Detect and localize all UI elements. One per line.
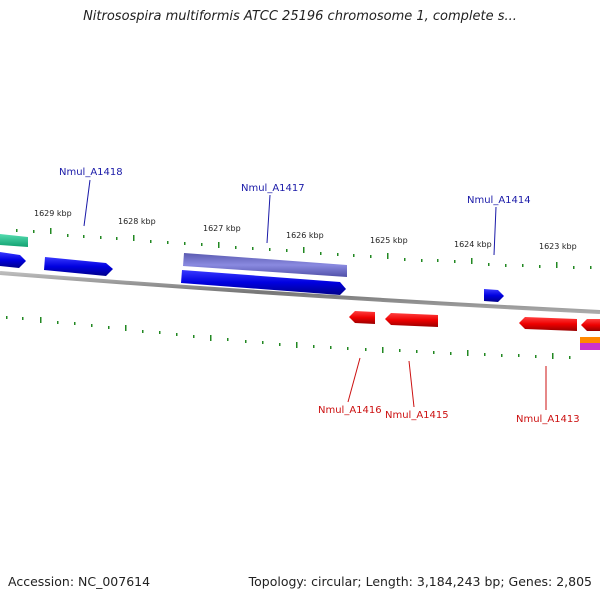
gene-label-nmul-a1418[interactable]: Nmul_A1418: [59, 167, 123, 178]
gene-label-nmul-a1413[interactable]: Nmul_A1413: [516, 414, 580, 425]
gene-arrow-reverse[interactable]: [581, 319, 600, 331]
accession-text: Accession: NC_007614: [8, 574, 151, 589]
tick-label-1624: 1624 kbp: [454, 240, 492, 249]
inner-ticks: [6, 316, 571, 359]
gene-arrow-nmul-a1413[interactable]: [519, 317, 577, 331]
tick-label-1628: 1628 kbp: [118, 217, 156, 226]
tick-label-1629: 1629 kbp: [34, 209, 72, 218]
gene-arrow-nmul-a1415[interactable]: [385, 313, 438, 327]
feature-orange[interactable]: [580, 337, 600, 343]
feature-magenta[interactable]: [580, 343, 600, 350]
label-leaders: [83, 179, 547, 410]
gene-label-nmul-a1415[interactable]: Nmul_A1415: [385, 410, 449, 421]
forward-features: [0, 234, 504, 302]
gene-label-nmul-a1414[interactable]: Nmul_A1414: [467, 195, 531, 206]
gene-arrow-nmul-a1417[interactable]: [181, 270, 346, 295]
reverse-features: [349, 311, 600, 350]
outer-ticks: [16, 228, 592, 269]
gene-arrow-forward[interactable]: [0, 252, 26, 268]
chromosome-backbone: [0, 271, 600, 314]
gene-arrow-nmul-a1416[interactable]: [349, 311, 375, 324]
gene-arrow-forward[interactable]: [44, 257, 113, 276]
tick-label-1625: 1625 kbp: [370, 236, 408, 245]
tick-label-1627: 1627 kbp: [203, 224, 241, 233]
genome-summary-text: Topology: circular; Length: 3,184,243 bp…: [248, 574, 592, 589]
gene-label-nmul-a1417[interactable]: Nmul_A1417: [241, 183, 305, 194]
misc-feature-green[interactable]: [0, 234, 28, 247]
gene-arrow-nmul-a1414[interactable]: [484, 289, 504, 302]
map-title: Nitrosospira multiformis ATCC 25196 chro…: [83, 9, 517, 24]
gene-label-nmul-a1416[interactable]: Nmul_A1416: [318, 405, 382, 416]
tick-label-1623: 1623 kbp: [539, 242, 577, 251]
tick-label-1626: 1626 kbp: [286, 231, 324, 240]
cds-feature-nmul-a1417[interactable]: [183, 253, 347, 277]
